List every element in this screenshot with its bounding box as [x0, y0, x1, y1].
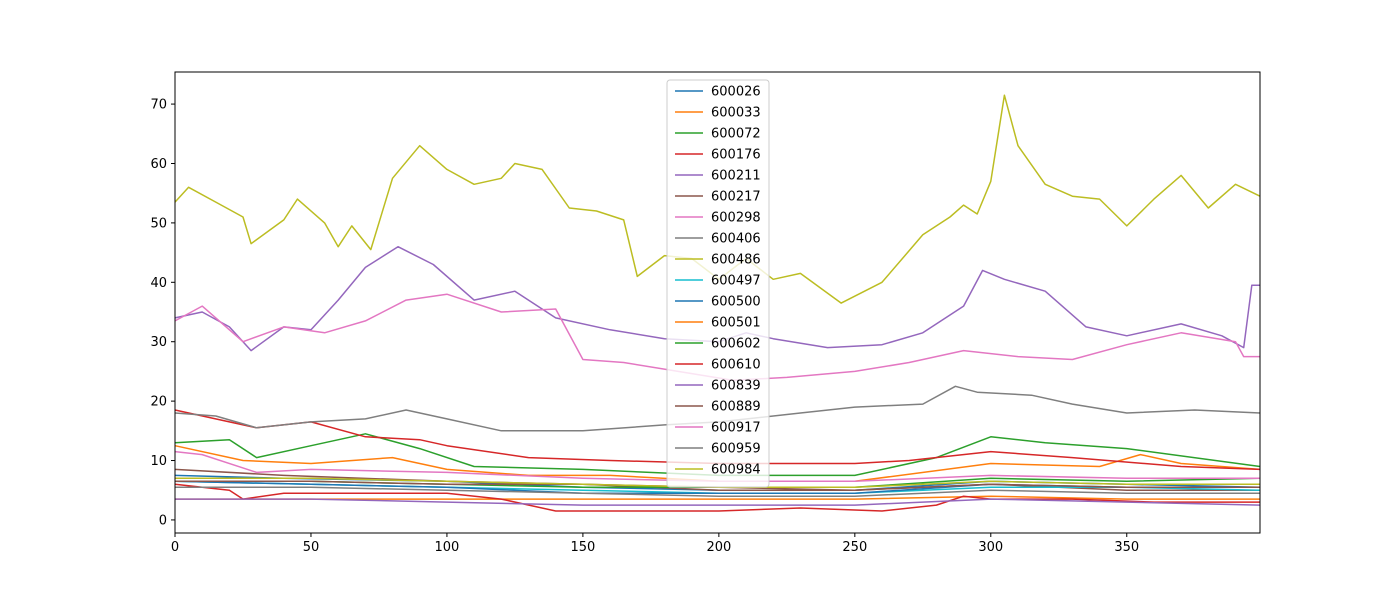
legend-label-600211: 600211: [711, 169, 761, 184]
legend-label-600217: 600217: [711, 190, 761, 205]
legend-label-600486: 600486: [711, 253, 761, 268]
legend-label-600984: 600984: [711, 463, 761, 478]
x-tick-label: 100: [435, 540, 460, 555]
x-tick-label: 350: [1114, 540, 1139, 555]
legend-label-600839: 600839: [711, 379, 761, 394]
legend-label-600959: 600959: [711, 442, 761, 457]
legend-label-600072: 600072: [711, 127, 761, 142]
x-tick-label: 200: [706, 540, 731, 555]
x-tick-label: 250: [842, 540, 867, 555]
series-line-600917: [174, 450, 1260, 483]
y-axis: 0 10 20 30 40 50 60 70: [150, 98, 175, 528]
legend-label-600176: 600176: [711, 148, 761, 163]
y-tick-label: 40: [150, 276, 167, 291]
x-tick-label: 50: [303, 540, 320, 555]
legend-label-600602: 600602: [711, 337, 761, 352]
series-line-600072: [174, 433, 1261, 477]
series-line-600839: [175, 498, 1261, 506]
legend: 600026 600033 600072 600176 600211 600217 6002…: [666, 79, 770, 488]
legend-label-600610: 600610: [711, 358, 761, 373]
y-tick-label: 70: [150, 98, 167, 113]
legend-label-600497: 600497: [711, 274, 761, 289]
y-tick-label: 60: [150, 157, 167, 172]
series-line-600501: [175, 495, 1260, 500]
y-tick-label: 30: [150, 335, 167, 350]
legend-label-600298: 600298: [711, 211, 761, 226]
series-lines: [174, 94, 1261, 512]
legend-label-600026: 600026: [711, 85, 761, 100]
x-tick-label: 150: [570, 540, 595, 555]
y-tick-label: 10: [150, 454, 167, 469]
legend-label-600501: 600501: [711, 316, 761, 331]
plot-frame: [174, 71, 1261, 534]
y-tick-label: 0: [159, 513, 167, 528]
series-line-600217: [174, 468, 1260, 491]
legend-label-600406: 600406: [711, 232, 761, 247]
x-tick-label: 0: [171, 540, 179, 555]
y-tick-label: 50: [150, 216, 167, 231]
legend-label-600500: 600500: [711, 295, 761, 310]
legend-label-600889: 600889: [711, 400, 761, 415]
series-line-600959: [175, 486, 1260, 497]
series-line-600033: [174, 444, 1261, 483]
x-tick-label: 300: [978, 540, 1003, 555]
legend-label-600917: 600917: [711, 421, 761, 436]
y-tick-label: 20: [150, 395, 167, 410]
legend-label-600033: 600033: [711, 106, 761, 121]
x-axis: 0 50 100 150 200 250 300 350: [171, 533, 1139, 555]
